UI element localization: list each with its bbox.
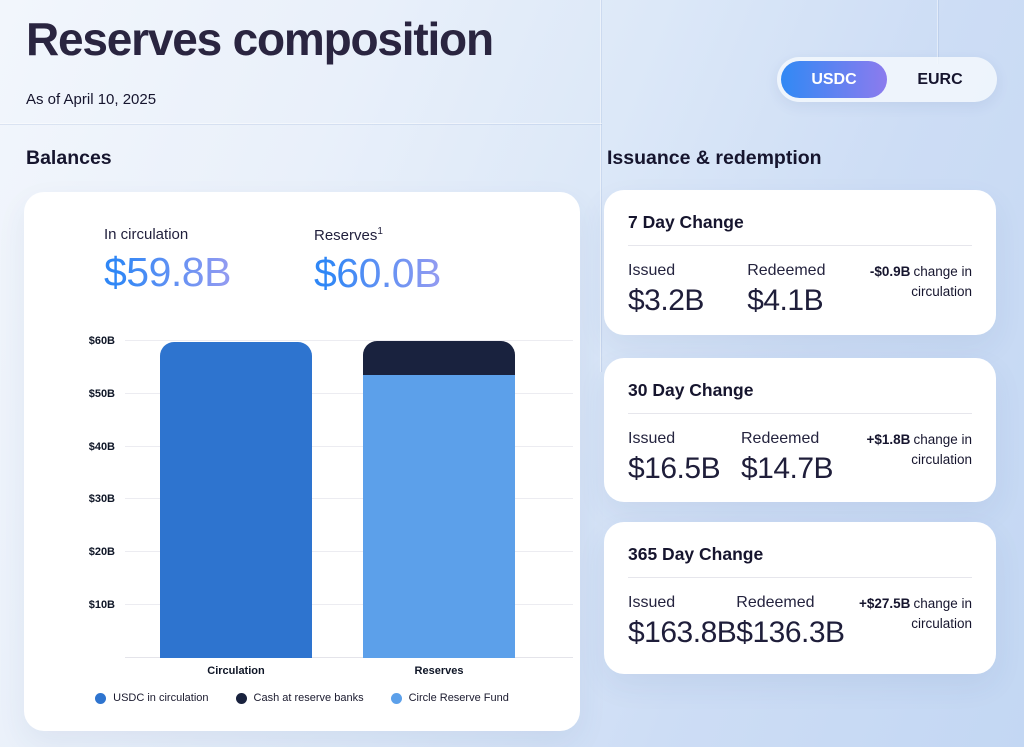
change-summary: +$1.8B change in circulation [833, 430, 972, 486]
currency-toggle: USDC EURC [777, 57, 997, 102]
gridline [125, 604, 573, 606]
as-of-date: As of April 10, 2025 [26, 91, 157, 108]
y-tick-label: $60B [88, 334, 115, 347]
redeemed-value: $4.1B [747, 284, 824, 317]
issued-label: Issued [628, 430, 676, 447]
issued-column: Issued $163.8B [628, 594, 737, 650]
page-title: Reserves composition [26, 13, 494, 65]
background-tile-seam [601, 0, 602, 372]
redeemed-label: Redeemed [747, 262, 826, 279]
card-row: Issued $163.8B Redeemed $136.3B +$27.5B c… [628, 594, 972, 650]
legend-dot-icon [95, 692, 107, 704]
stat-label-text: Reserves [314, 227, 378, 244]
background-tile-seam [0, 124, 602, 125]
change-value: +$27.5B [859, 596, 911, 611]
card-divider [628, 245, 972, 246]
issued-column: Issued $16.5B [628, 430, 741, 486]
redeemed-value: $14.7B [740, 452, 834, 485]
legend-label: Cash at reserve banks [253, 692, 364, 704]
reserves-value: $60.0B [314, 250, 441, 296]
gridline [125, 551, 573, 553]
legend-item: Circle Reserve Fund [390, 692, 509, 704]
y-tick-label: $40B [88, 440, 115, 453]
issuance-column: 7 Day Change Issued $3.2B Redeemed $4.1B… [604, 190, 996, 674]
y-tick-label: $20B [88, 546, 115, 559]
reserves-label: Reserves1 [314, 226, 524, 244]
card-title: 30 Day Change [628, 380, 754, 400]
reserves-stat: Reserves1 $60.0B [314, 226, 524, 297]
stat-label-text: In circulation [104, 226, 189, 243]
legend-dot-icon [390, 692, 402, 704]
bar-segment-circle-reserve-fund [363, 375, 515, 658]
change-card-30day: 30 Day Change Issued $16.5B Redeemed $14… [604, 358, 996, 502]
y-axis: $10B $20B $30B $40B $50B $60B [56, 323, 115, 658]
change-card-365day: 365 Day Change Issued $163.8B Redeemed $… [604, 522, 996, 674]
gridline [125, 392, 573, 394]
card-title: 365 Day Change [628, 544, 764, 564]
gridline [125, 445, 573, 447]
y-tick-label: $10B [88, 599, 115, 612]
change-summary: +$27.5B change in circulation [845, 594, 972, 650]
toggle-option-eurc[interactable]: EURC [887, 61, 993, 98]
in-circulation-value: $59.8B [104, 249, 231, 295]
toggle-option-usdc[interactable]: USDC [781, 61, 887, 98]
redeemed-column: Redeemed $4.1B [747, 262, 825, 318]
card-title: 7 Day Change [628, 212, 744, 232]
gridline [125, 339, 573, 341]
change-card-7day: 7 Day Change Issued $3.2B Redeemed $4.1B… [604, 190, 996, 335]
redeemed-label: Redeemed [736, 594, 815, 611]
change-suffix: change in circulation [911, 432, 972, 468]
change-suffix: change in circulation [911, 596, 972, 632]
bar-reserves [363, 340, 515, 658]
legend-item: USDC in circulation [95, 692, 209, 704]
y-tick-label: $50B [88, 387, 115, 400]
balances-card: In circulation $59.8B Reserves1 $60.0B $… [24, 192, 580, 731]
legend-item: Cash at reserve banks [235, 692, 364, 704]
card-divider [628, 577, 972, 578]
issued-value: $3.2B [628, 284, 704, 317]
redeemed-label: Redeemed [740, 430, 820, 447]
x-tick-label: Circulation [207, 665, 265, 677]
bar-segment-usdc-in-circulation [160, 342, 312, 658]
in-circulation-stat: In circulation $59.8B [104, 226, 314, 297]
issued-value: $16.5B [628, 452, 721, 485]
issued-label: Issued [628, 594, 676, 611]
in-circulation-label: In circulation [104, 226, 314, 243]
bar-chart: $10B $20B $30B $40B $50B $60B [24, 323, 580, 658]
legend-label: Circle Reserve Fund [408, 692, 509, 704]
change-summary: -$0.9B change in circulation [825, 262, 972, 318]
legend-label: USDC in circulation [113, 692, 209, 704]
card-row: Issued $3.2B Redeemed $4.1B -$0.9B change… [628, 262, 972, 318]
x-tick-label: Reserves [414, 665, 464, 677]
issued-column: Issued $3.2B [628, 262, 747, 318]
card-divider [628, 413, 972, 414]
change-value: +$1.8B [866, 432, 911, 447]
chart-legend: USDC in circulation Cash at reserve banks… [24, 692, 580, 704]
y-tick-label: $30B [88, 493, 115, 506]
redeemed-column: Redeemed $136.3B [736, 594, 845, 650]
footnote-marker: 1 [377, 226, 383, 237]
legend-dot-icon [235, 692, 247, 704]
bar-segment-cash-at-reserve-banks [363, 340, 515, 376]
bar-plot [125, 323, 573, 658]
issuance-heading: Issuance & redemption [607, 147, 822, 169]
balances-heading: Balances [26, 147, 112, 169]
redeemed-value: $136.3B [736, 616, 845, 649]
bar-circulation [160, 342, 312, 658]
card-row: Issued $16.5B Redeemed $14.7B +$1.8B chan… [628, 430, 972, 486]
issued-value: $163.8B [628, 616, 737, 649]
headline-values: In circulation $59.8B Reserves1 $60.0B [24, 192, 580, 297]
baseline [125, 657, 573, 658]
background-tile-seam [938, 0, 939, 64]
change-suffix: change in circulation [911, 264, 972, 300]
redeemed-column: Redeemed $14.7B [740, 430, 834, 486]
x-axis: Circulation Reserves [125, 658, 573, 682]
issued-label: Issued [628, 262, 676, 279]
change-value: -$0.9B [869, 264, 911, 279]
gridline [125, 498, 573, 500]
